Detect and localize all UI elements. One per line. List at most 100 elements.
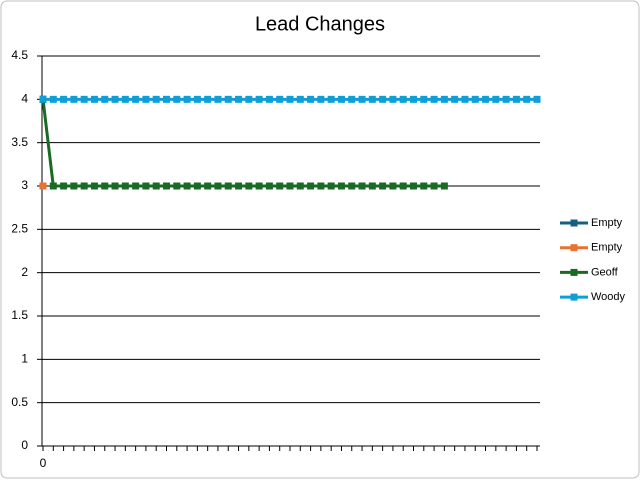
marker [420,95,428,103]
marker [255,95,263,103]
marker [389,95,397,103]
marker [163,182,170,190]
marker [265,182,273,190]
marker [327,95,335,103]
marker [173,95,181,103]
marker [193,182,201,190]
marker [132,182,140,190]
y-tick-label: 2.5 [11,222,28,236]
marker [214,95,222,103]
marker [224,95,232,103]
marker [224,182,232,190]
marker [70,182,78,190]
marker [183,95,191,103]
marker [440,95,448,103]
marker [173,182,181,190]
marker [420,182,428,190]
marker [265,95,273,103]
marker [399,95,407,103]
marker [440,182,448,190]
legend-label: Woody [591,291,626,303]
marker [276,95,284,103]
y-tick-label: 3.5 [11,135,28,149]
marker [461,95,469,103]
marker [286,95,294,103]
marker [235,182,243,190]
marker [90,182,98,190]
marker [60,95,68,103]
marker [430,95,438,103]
marker [358,182,366,190]
marker [358,95,366,103]
legend-marker [570,244,578,252]
legend-marker [570,219,578,227]
marker [235,95,243,103]
marker [430,182,438,190]
marker [379,95,387,103]
marker [276,182,284,190]
legend-label: Empty [591,242,623,254]
marker [70,95,78,103]
chart-title: Lead Changes [255,13,385,35]
marker [245,182,253,190]
marker [337,182,345,190]
marker [101,95,109,103]
legend-marker [570,268,578,276]
marker [39,95,47,103]
marker [512,95,520,103]
legend-label: Geoff [591,266,619,278]
marker [132,95,140,103]
marker [90,95,98,103]
marker [80,182,88,190]
marker [307,182,315,190]
marker [80,95,88,103]
marker [327,182,335,190]
y-tick-label: 4 [21,92,28,106]
marker [183,182,191,190]
marker [286,182,294,190]
marker [214,182,222,190]
y-tick-label: 0.5 [11,395,28,409]
series-line [41,99,445,188]
marker [101,182,109,190]
marker [410,182,417,190]
y-tick-label: 3 [21,178,28,192]
marker [492,95,500,103]
marker [368,95,376,103]
marker [389,182,397,190]
marker [142,182,150,190]
marker [502,95,510,103]
marker [410,95,417,103]
marker [296,95,304,103]
marker [39,182,47,190]
marker [60,182,68,190]
y-tick-label: 4.5 [11,48,28,62]
marker [533,95,541,103]
marker [204,95,212,103]
marker [337,95,345,103]
marker [142,95,150,103]
marker [368,182,376,190]
marker [348,95,356,103]
marker [152,182,160,190]
marker [204,182,212,190]
marker [451,95,459,103]
marker [471,95,479,103]
marker [49,182,57,190]
marker [121,182,129,190]
marker [523,95,531,103]
marker [193,95,201,103]
marker [255,182,263,190]
marker [348,182,356,190]
y-tick-label: 1.5 [11,308,28,322]
marker [317,182,325,190]
marker [111,182,119,190]
y-tick-label: 1 [21,352,28,366]
marker [307,95,315,103]
marker [399,182,407,190]
marker [482,95,490,103]
x-tick-label: 0 [40,456,47,470]
marker [245,95,253,103]
marker [163,95,170,103]
